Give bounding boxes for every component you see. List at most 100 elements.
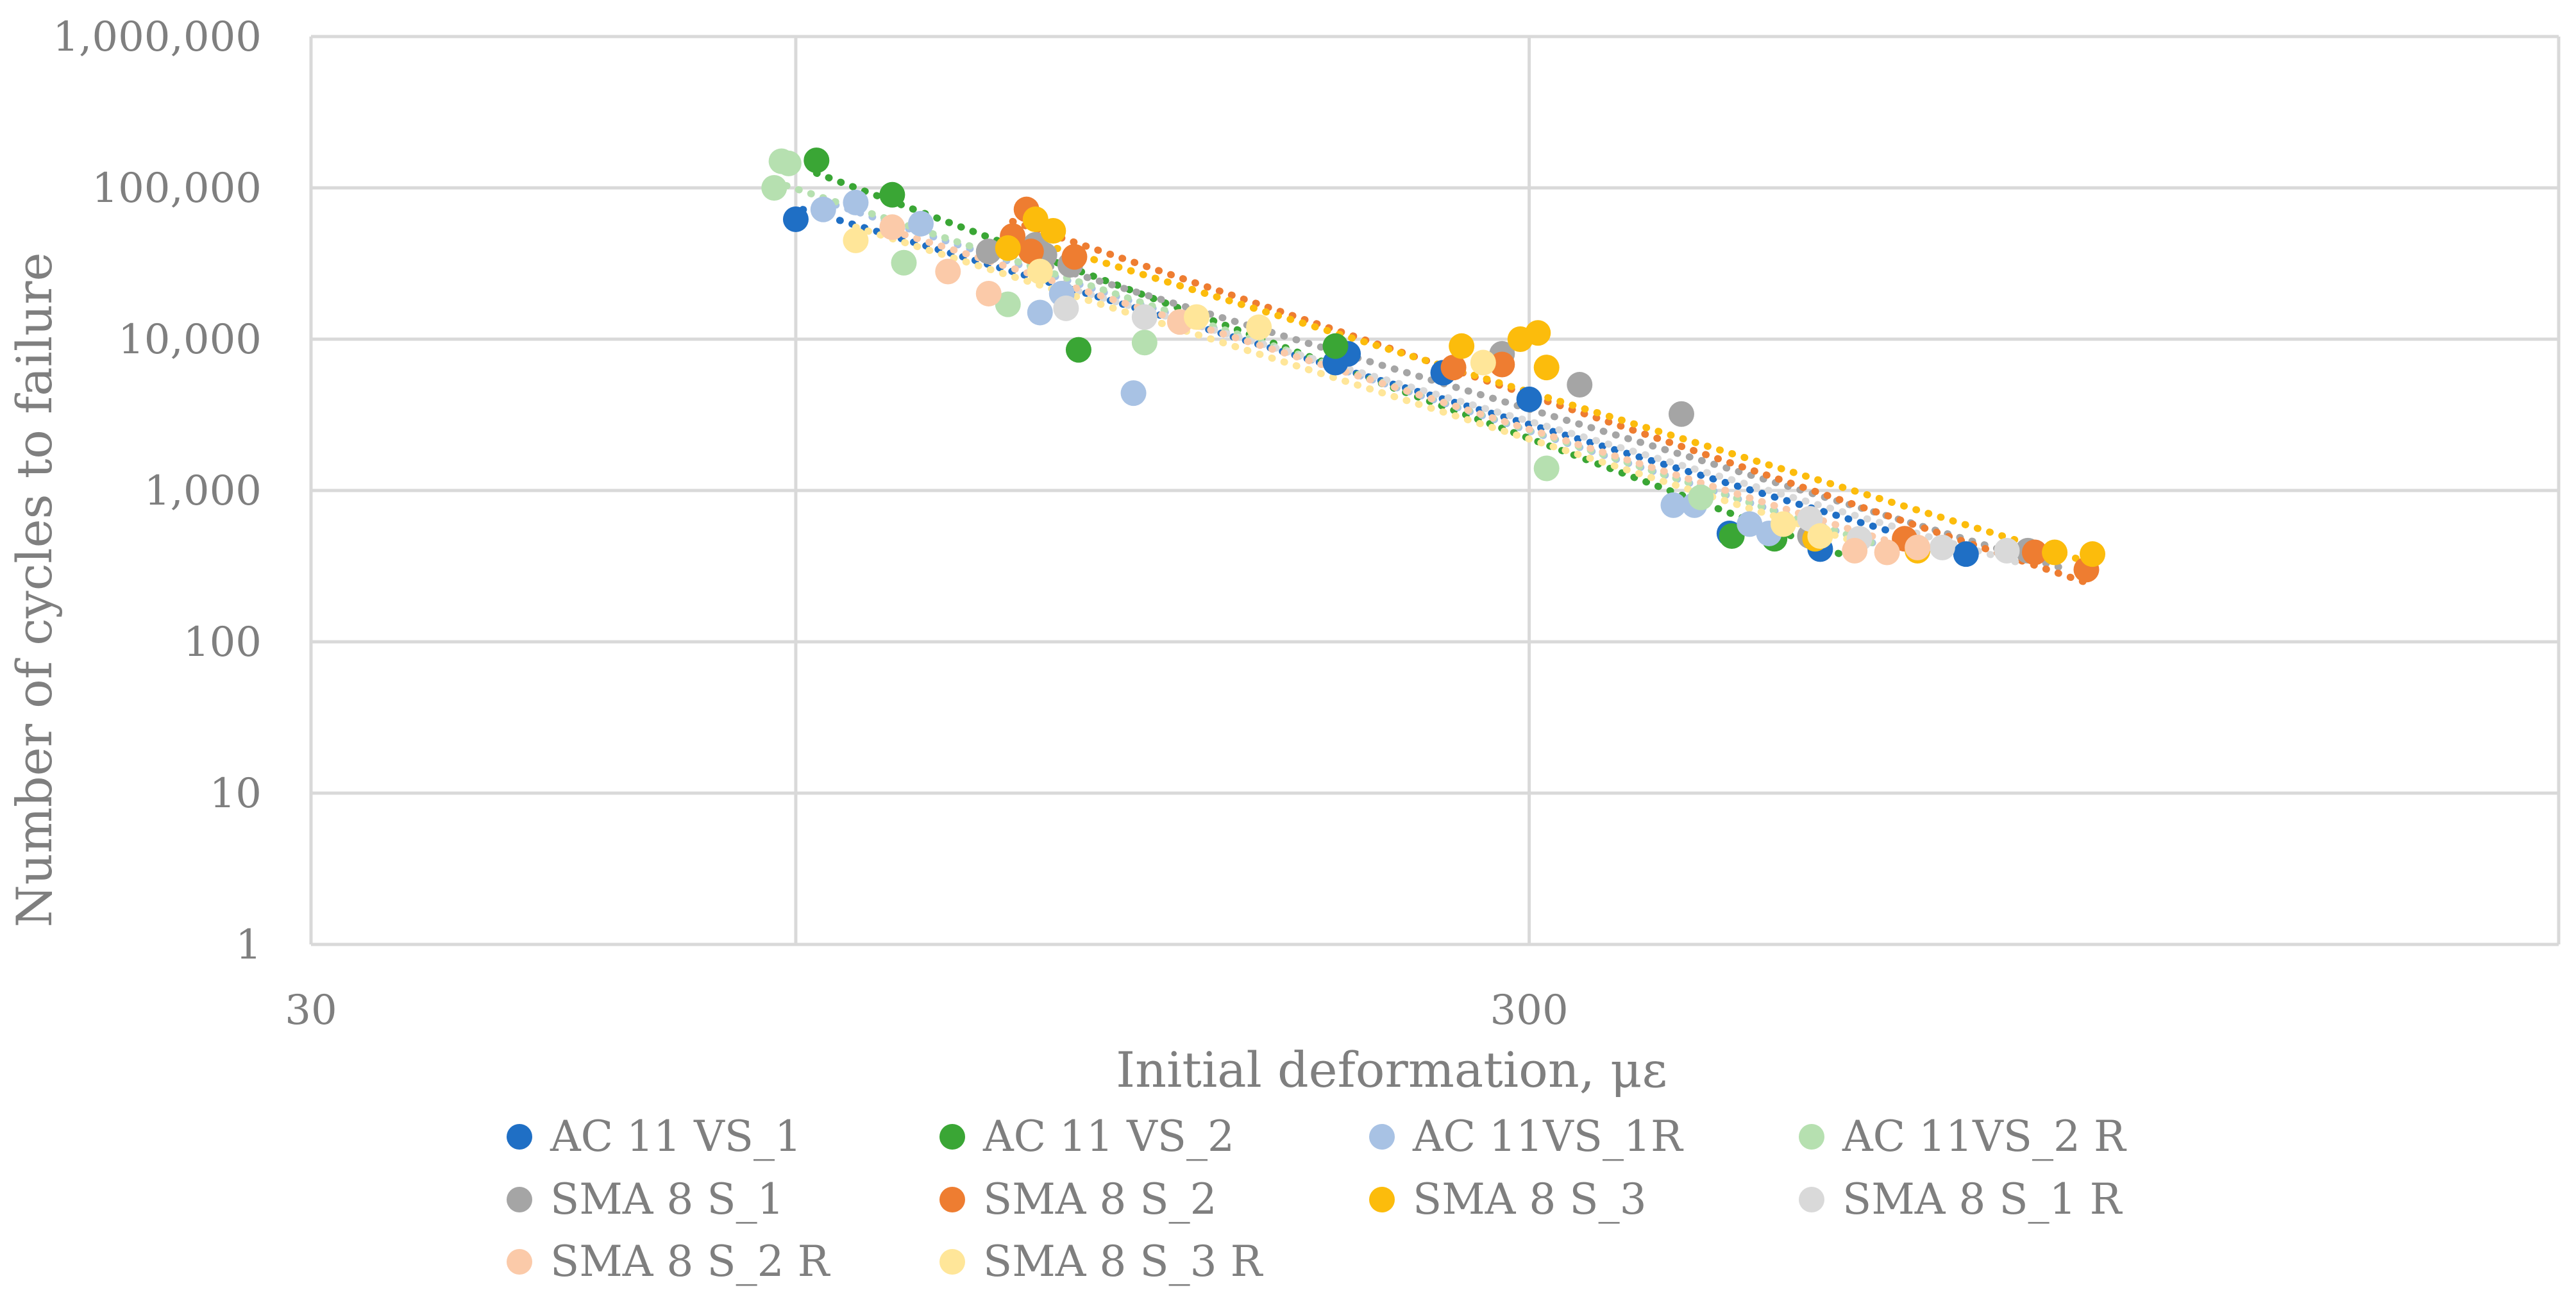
- data-point: [1929, 534, 1955, 560]
- data-point: [1953, 541, 1979, 567]
- data-point: [1533, 355, 1560, 381]
- y-tick-label: 1: [235, 921, 262, 969]
- legend-marker: [507, 1124, 532, 1150]
- data-point: [1525, 320, 1551, 346]
- legend-marker: [939, 1124, 965, 1150]
- data-point: [1842, 537, 1868, 564]
- data-point: [1449, 333, 1475, 359]
- legend-item: SMA 8 S_1: [507, 1175, 784, 1224]
- data-point: [2080, 541, 2106, 567]
- trendline: [1009, 217, 2087, 585]
- data-points: [761, 147, 2106, 583]
- legend-label: SMA 8 S_2 R: [550, 1237, 831, 1286]
- legend-label: SMA 8 S_3 R: [983, 1237, 1264, 1286]
- plot-area: [309, 35, 2561, 946]
- data-point: [907, 210, 934, 237]
- data-point: [810, 196, 836, 222]
- y-tick-label: 10,000: [118, 316, 262, 364]
- data-point: [1440, 355, 1467, 381]
- x-axis-title: Initial deformation, με: [1116, 1041, 1667, 1098]
- legend-item: SMA 8 S_1 R: [1799, 1175, 2123, 1224]
- legend-label: AC 11VS_2 R: [1842, 1112, 2127, 1161]
- trendline: [852, 223, 1864, 547]
- data-point: [975, 239, 1002, 265]
- y-axis-title: Number of cycles to failure: [6, 253, 63, 928]
- data-point: [1567, 372, 1593, 398]
- legend-marker: [507, 1187, 532, 1212]
- legend-item: SMA 8 S_3 R: [939, 1237, 1264, 1286]
- legend-label: AC 11 VS_2: [982, 1112, 1234, 1161]
- data-point: [1027, 258, 1053, 285]
- y-tick-label: 10: [210, 770, 262, 817]
- legend-item: AC 11 VS_1: [507, 1112, 802, 1161]
- legend-item: AC 11VS_1R: [1369, 1112, 1684, 1161]
- data-point: [1688, 484, 1714, 510]
- data-point: [1131, 304, 1158, 330]
- legend-label: AC 11 VS_1: [550, 1112, 802, 1161]
- data-point: [1040, 218, 1066, 244]
- y-tick-label: 100: [183, 619, 262, 666]
- data-point: [1065, 337, 1091, 363]
- data-point: [1131, 330, 1158, 356]
- data-point: [1737, 511, 1763, 537]
- data-point: [1053, 295, 1079, 321]
- legend-marker: [507, 1249, 532, 1275]
- x-axis-tick-labels: 30 300: [285, 987, 1568, 1034]
- data-point: [1489, 351, 1515, 378]
- data-point: [843, 227, 869, 253]
- data-point: [879, 181, 905, 208]
- legend-item: SMA 8 S_3: [1369, 1175, 1647, 1224]
- data-point: [1027, 299, 1053, 326]
- y-gridlines: [311, 35, 2559, 946]
- trendline: [1004, 230, 2096, 567]
- legend: AC 11 VS_1 AC 11 VS_2 AC 11VS_1R AC 11VS_2 …: [507, 1112, 2127, 1286]
- data-point: [1660, 492, 1687, 518]
- data-point: [891, 249, 917, 276]
- legend-label: SMA 8 S_1 R: [1842, 1175, 2123, 1224]
- data-point: [1874, 539, 1900, 566]
- data-point: [775, 150, 802, 176]
- data-point: [1322, 333, 1349, 359]
- data-point: [935, 258, 961, 285]
- legend-label: SMA 8 S_3: [1413, 1175, 1647, 1224]
- data-point: [1246, 314, 1272, 340]
- legend-label: SMA 8 S_2: [983, 1175, 1217, 1224]
- data-point: [879, 214, 905, 240]
- trendline: [799, 206, 1960, 555]
- legend-marker: [1799, 1124, 1824, 1150]
- data-point: [1470, 349, 1496, 376]
- legend-item: SMA 8 S_2 R: [507, 1237, 831, 1286]
- legend-marker: [1799, 1187, 1824, 1212]
- legend-marker: [939, 1249, 965, 1275]
- legend-item: AC 11VS_2 R: [1799, 1112, 2127, 1161]
- y-tick-label: 1,000,000: [53, 13, 262, 61]
- x-tick-label: 300: [1490, 987, 1569, 1034]
- data-point: [782, 206, 809, 232]
- data-point: [975, 280, 1002, 306]
- data-point: [2021, 539, 2048, 566]
- legend-label: SMA 8 S_1: [550, 1175, 784, 1224]
- data-point: [1018, 239, 1044, 265]
- data-point: [995, 235, 1021, 261]
- data-point: [2042, 539, 2068, 566]
- data-point: [1061, 244, 1088, 270]
- legend-item: AC 11 VS_2: [939, 1112, 1234, 1161]
- legend-label: AC 11VS_1R: [1412, 1112, 1684, 1161]
- data-point: [1807, 523, 1833, 549]
- data-point: [804, 147, 830, 174]
- legend-marker: [1369, 1124, 1395, 1150]
- data-point: [1184, 304, 1210, 330]
- data-point: [1668, 401, 1694, 427]
- data-point: [995, 291, 1021, 317]
- trendline: [812, 169, 1844, 558]
- x-tick-label: 30: [285, 987, 337, 1034]
- data-point: [1994, 537, 2020, 564]
- data-point: [761, 175, 787, 201]
- data-point: [1533, 455, 1560, 482]
- data-point: [1770, 511, 1796, 537]
- legend-item: SMA 8 S_2: [939, 1175, 1217, 1224]
- legend-marker: [939, 1187, 965, 1212]
- legend-marker: [1369, 1187, 1395, 1212]
- y-tick-label: 1,000: [144, 467, 262, 515]
